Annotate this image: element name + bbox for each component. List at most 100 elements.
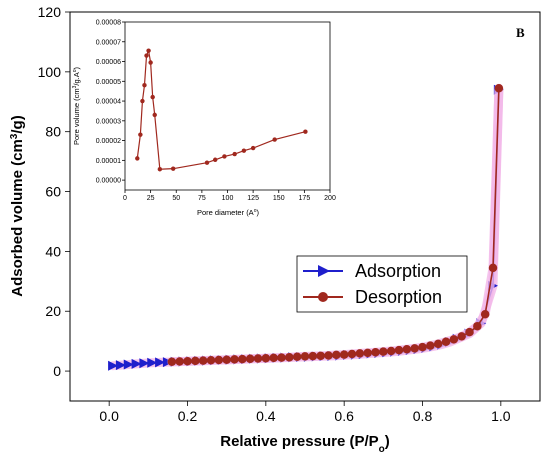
main-desorption-point: [206, 356, 216, 365]
main-y-tick-label: 80: [45, 124, 61, 140]
main-x-tick-label: 0.0: [99, 408, 119, 424]
main-y-tick-label: 20: [45, 303, 61, 319]
main-adsorption-point: [115, 360, 126, 371]
main-x-tick-label: 0.6: [334, 408, 354, 424]
inset-series-0-point: [232, 151, 237, 157]
main-desorption-point: [300, 352, 310, 361]
panel-label: B: [516, 25, 525, 40]
inset-y-tick-label: 0.00005: [96, 79, 121, 86]
main-desorption-point: [198, 356, 208, 365]
main-desorption-point: [308, 351, 318, 361]
inset-y-tick-label: 0.00007: [96, 39, 121, 46]
main-desorption-point: [332, 350, 341, 360]
main-y-tick-label: 100: [38, 64, 62, 80]
main-plot-series: [108, 83, 504, 371]
main-desorption-point: [371, 347, 380, 357]
inset-y-tick-label: 0.00002: [96, 138, 121, 145]
inset-series-0-point: [170, 166, 176, 171]
inset-y-tick-label: 0.00006: [96, 59, 121, 66]
main-desorption-point: [473, 321, 482, 331]
main-desorption-point: [175, 357, 184, 366]
main-desorption-point: [402, 344, 412, 354]
inset-series-0-point: [250, 145, 256, 151]
inset-series-0-point: [152, 112, 157, 118]
inset-x-tick-label: 200: [324, 195, 336, 202]
main-desorption-point: [324, 351, 333, 360]
main-adsorption-point: [155, 357, 166, 368]
main-desorption-point: [167, 357, 177, 367]
main-desorption-point: [253, 354, 263, 363]
inset-series-0-point: [140, 98, 145, 104]
main-desorption-point: [347, 349, 357, 359]
main-y-tick-label: 120: [38, 4, 62, 20]
main-desorption-point: [183, 356, 192, 366]
main-x-tick-label: 0.8: [413, 408, 433, 424]
main-axis-ticks: 0.0 0.2 0.4 0.6 0.8 1.0 0 20 40 60 80 100 120: [38, 4, 511, 424]
main-desorption-point: [214, 355, 224, 365]
main-x-tick-label: 0.4: [256, 408, 276, 424]
main-desorption-point: [457, 332, 466, 341]
main-desorption-point: [418, 342, 427, 352]
inset-x-tick-label: 0: [123, 195, 127, 202]
main-y-tick-label: 0: [53, 363, 61, 379]
legend-desorption-label: Desorption: [355, 287, 442, 307]
inset-x-tick-label: 125: [247, 195, 259, 202]
main-desorption-point: [386, 346, 396, 356]
main-desorption-point: [433, 339, 443, 349]
inset-plot-series: [135, 48, 308, 172]
inset-plot-frame: [124, 21, 331, 191]
main-desorption-point: [394, 345, 404, 355]
main-desorption-point: [230, 355, 239, 364]
main-desorption-point: [222, 355, 231, 364]
main-desorption-point: [480, 309, 490, 319]
inset-y-axis-label: Pore volume (cm3/g.Ao): [72, 66, 81, 145]
main-desorption-point: [379, 347, 388, 356]
main-desorption-point: [191, 356, 200, 366]
main-desorption-point: [245, 354, 255, 364]
inset-series-0-point: [138, 132, 143, 137]
inset-x-axis-label: Pore diameter (Ao): [197, 208, 259, 217]
main-desorption-point: [238, 354, 247, 364]
main-adsorption-point: [147, 357, 158, 368]
inset-x-tick-label: 100: [222, 195, 234, 202]
main-y-axis-label: Adsorbed volume (cm3/g): [9, 115, 27, 296]
inset-series-0-point: [212, 157, 218, 162]
main-x-tick-label: 1.0: [491, 408, 511, 424]
main-adsorption-point: [108, 360, 119, 371]
inset-series-0-point: [157, 167, 163, 172]
main-desorption-point: [494, 84, 504, 93]
main-desorption-point: [261, 353, 271, 363]
inset-series-0-point: [222, 154, 227, 159]
legend-adsorption-marker: [318, 265, 330, 277]
inset-y-tick-label: 0.00004: [96, 99, 121, 106]
main-adsorption-point: [139, 358, 150, 369]
inset-x-tick-label: 25: [147, 195, 155, 202]
inset-series-0-point: [146, 48, 151, 53]
main-desorption-point: [363, 348, 372, 358]
main-desorption-point: [285, 353, 294, 362]
main-desorption-point: [449, 335, 459, 344]
legend-desorption-marker: [318, 292, 328, 302]
main-adsorption-point: [123, 359, 134, 370]
inset-x-tick-label: 150: [273, 195, 285, 202]
main-desorption-point: [426, 341, 435, 350]
inset-y-tick-label: 0.00001: [96, 158, 121, 165]
main-desorption-point: [316, 351, 325, 361]
inset-y-tick-label: 0.00008: [96, 20, 121, 27]
inset-series-0-point: [303, 129, 308, 134]
main-desorption-point: [355, 349, 365, 358]
legend: Adsorption Desorption: [296, 255, 468, 313]
main-plot-frame: [69, 11, 541, 402]
main-desorption-point: [410, 344, 419, 353]
inset-series-0-point: [148, 60, 153, 65]
inset-series-0-point: [135, 156, 140, 161]
inset-series-0-point: [241, 148, 247, 153]
main-x-tick-label: 0.2: [178, 408, 198, 424]
inset-series-0-point: [204, 160, 210, 165]
inset-series-0-point: [272, 137, 277, 142]
main-desorption-point: [277, 353, 286, 362]
inset-axis-ticks: 0 25 50 75 100 125 150 175 200 0.00000 0.00001 0.00…: [96, 20, 336, 203]
inset-series-0-point: [144, 53, 149, 58]
inset-x-tick-label: 50: [172, 195, 180, 202]
